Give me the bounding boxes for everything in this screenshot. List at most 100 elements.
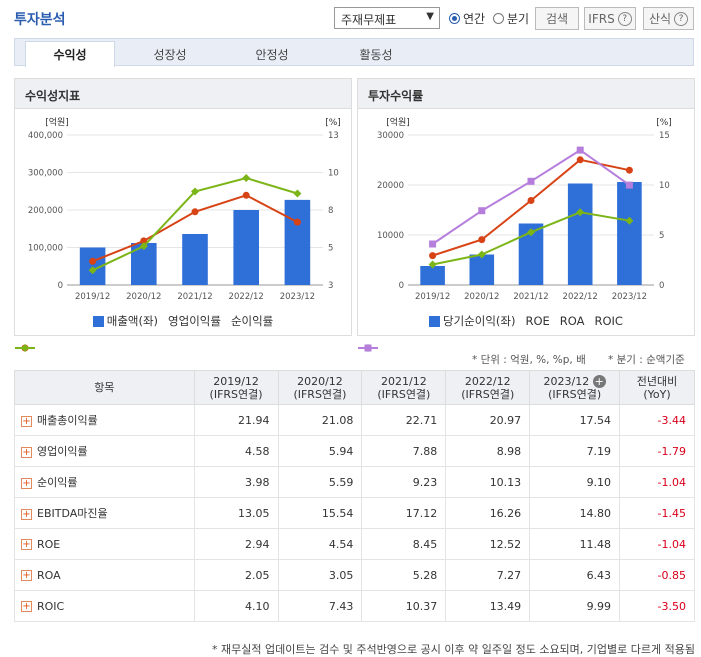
table-cell: 9.99: [529, 590, 621, 622]
point: [625, 181, 633, 189]
legend-net-income[interactable]: 당기순이익(좌): [429, 313, 515, 329]
table-header-row: 항목 2019/12 (IFRS연결) 2020/12 (IFRS연결) 2021/…: [14, 370, 695, 405]
table-cell: 4.58: [193, 435, 279, 467]
point: [429, 240, 437, 248]
point: [478, 207, 486, 215]
expand-icon[interactable]: +: [21, 570, 32, 581]
point: [89, 257, 97, 265]
add-period-icon[interactable]: +: [592, 374, 606, 388]
left-tick-label: 0: [58, 281, 63, 291]
chevron-down-icon: ▼: [426, 11, 434, 22]
tab-activity[interactable]: 활동성: [359, 47, 393, 62]
table-row: + 순이익률 3.98 5.59 9.23 10.13 9.10 -1.04: [14, 466, 695, 498]
table-cell: 17.54: [529, 404, 621, 436]
point: [477, 250, 486, 259]
expand-icon[interactable]: +: [21, 539, 32, 550]
yoy-cell: -3.50: [619, 590, 695, 622]
table-cell: 21.08: [277, 404, 363, 436]
table-cell: 14.80: [529, 497, 621, 529]
table-cell: 9.10: [529, 466, 621, 498]
table-cell: 15.54: [277, 497, 363, 529]
table-cell: 3.98: [193, 466, 279, 498]
search-button[interactable]: 검색: [535, 7, 579, 30]
bar-swatch-icon: [92, 315, 104, 327]
table-row: + 영업이익률 4.58 5.94 7.88 8.98 7.19 -1.79: [14, 435, 695, 467]
tab-profitability[interactable]: 수익성: [25, 41, 115, 67]
table-cell: 13.05: [193, 497, 279, 529]
row-label[interactable]: + ROA: [14, 559, 195, 591]
quarter-note: * 분기 : 순액기준: [608, 354, 685, 366]
legend-net-margin[interactable]: 순이익률: [15, 313, 273, 352]
right-tick-label: 3: [328, 281, 333, 291]
radio-quarter-label: 분기: [507, 12, 530, 26]
table-cell: 6.43: [529, 559, 621, 591]
yoy-cell: -1.04: [619, 466, 695, 498]
expand-icon[interactable]: +: [21, 477, 32, 489]
profitability-chart: [억원] [%] 400,000 300,000 200,000 100,000 0 13 10…: [28, 116, 341, 302]
row-label[interactable]: + ROIC: [14, 590, 195, 622]
bar: [617, 182, 642, 285]
row-label[interactable]: + 영업이익률: [14, 435, 195, 467]
right-tick-label: 13: [328, 131, 339, 141]
bar: [469, 254, 495, 285]
legend-op-margin[interactable]: 영업이익률: [15, 313, 221, 352]
bar: [182, 234, 208, 285]
radio-annual[interactable]: 연간: [449, 10, 485, 27]
table-cell: 3.05: [277, 559, 363, 591]
expand-icon[interactable]: +: [21, 601, 32, 612]
table-row: + ROE 2.94 4.54 8.45 12.52 11.48 -1.04: [14, 528, 695, 560]
header-bar: 투자분석 주재무제표 ▼ 연간 분기 검색 IFRS ? 산식 ?: [0, 0, 701, 36]
bar: [567, 183, 593, 285]
radio-annual-label: 연간: [463, 12, 486, 26]
point: [140, 237, 148, 245]
right-tick-label: 5: [659, 231, 664, 241]
legend-revenue[interactable]: 매출액(좌): [92, 313, 158, 329]
table-cell: 12.52: [445, 528, 531, 560]
point: [428, 260, 437, 269]
yoy-cell: -3.44: [619, 404, 695, 436]
left-axis-unit: [억원]: [386, 116, 410, 128]
point: [139, 242, 148, 251]
point: [576, 146, 584, 154]
ifrs-help-button[interactable]: IFRS ?: [584, 7, 636, 30]
header-period: 2021/12 (IFRS연결): [361, 370, 447, 405]
statement-select[interactable]: 주재무제표 ▼: [334, 7, 440, 29]
legend-roic[interactable]: ROIC: [358, 313, 623, 352]
expand-icon[interactable]: +: [21, 508, 32, 520]
point: [527, 177, 535, 185]
row-label[interactable]: + ROE: [14, 528, 195, 560]
tab-growth[interactable]: 성장성: [153, 47, 187, 62]
legend-roa[interactable]: ROA: [358, 313, 585, 352]
table-cell: 4.10: [193, 590, 279, 622]
return-chart: [억원] [%] 30000 20000 10000 0 15 10 5 0 2019/12 2020…: [377, 116, 672, 302]
expand-icon[interactable]: +: [21, 446, 32, 458]
bar: [284, 199, 311, 285]
radio-quarter[interactable]: 분기: [493, 10, 529, 27]
point: [478, 236, 486, 244]
expand-icon[interactable]: +: [21, 415, 32, 427]
left-tick-label: 20000: [377, 181, 404, 191]
row-label[interactable]: + 순이익률: [14, 466, 195, 498]
help-icon: ?: [617, 11, 632, 26]
x-tick-label: 2020/12: [126, 292, 161, 302]
x-tick-label: 2021/12: [177, 292, 212, 302]
left-axis-unit: [억원]: [45, 116, 69, 128]
header-yoy: 전년대비 (YoY): [619, 370, 695, 405]
tab-stability[interactable]: 안정성: [255, 47, 289, 62]
left-tick-label: 300,000: [28, 169, 63, 179]
legend-roe[interactable]: ROE: [358, 313, 550, 352]
yoy-cell: -1.79: [619, 435, 695, 467]
point: [191, 187, 199, 196]
row-label[interactable]: + EBITDA마진율: [14, 497, 195, 529]
statement-select-value: 주재무제표: [341, 13, 397, 27]
table-cell: 2.94: [193, 528, 279, 560]
row-label[interactable]: + 매출총이익률: [14, 404, 195, 436]
table-cell: 21.94: [193, 404, 279, 436]
table-cell: 16.26: [445, 497, 531, 529]
x-tick-label: 2020/12: [464, 292, 499, 302]
formula-label: 산식: [648, 12, 672, 26]
table-cell: 8.98: [445, 435, 531, 467]
table-cell: 7.19: [529, 435, 621, 467]
formula-help-button[interactable]: 산식 ?: [643, 7, 694, 30]
analysis-tabs: 수익성 성장성 안정성 활동성: [14, 38, 694, 67]
